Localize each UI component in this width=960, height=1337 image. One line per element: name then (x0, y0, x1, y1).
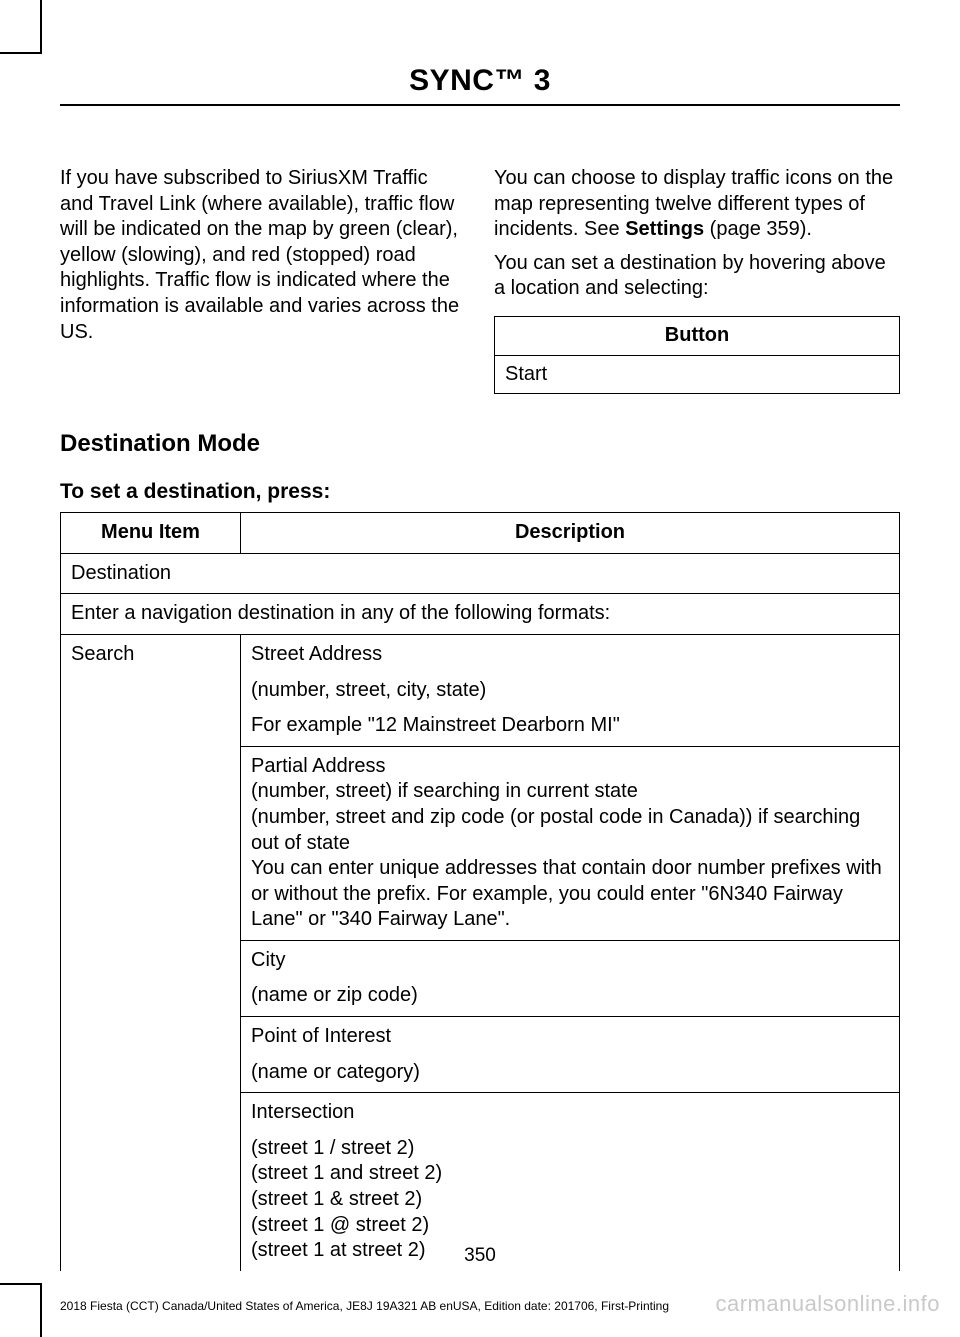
right-p1-bold: Settings (625, 218, 704, 240)
page-content: SYNC™ 3 If you have subscribed to Sirius… (0, 0, 960, 1271)
desc-street-address: Street Address (number, street, city, st… (241, 634, 900, 746)
right-paragraph-2: You can set a destination by hovering ab… (494, 251, 900, 302)
section-subheading: To set a destination, press: (60, 480, 900, 504)
desc-street-1: Street Address (251, 642, 889, 668)
desc-city-2: (name or zip code) (251, 983, 889, 1009)
desc-poi: Point of Interest (name or category) (241, 1017, 900, 1093)
desc-city-1: City (251, 948, 889, 974)
header-rule (60, 104, 900, 106)
left-paragraph: If you have subscribed to SiriusXM Traff… (60, 166, 466, 345)
right-column: You can choose to display traffic icons … (494, 166, 900, 394)
button-table-header: Button (495, 316, 900, 355)
left-column: If you have subscribed to SiriusXM Traff… (60, 166, 466, 394)
desc-partial-address: Partial Address (number, street) if sear… (241, 746, 900, 940)
two-column-body: If you have subscribed to SiriusXM Traff… (60, 166, 900, 394)
row-destination: Destination (61, 553, 900, 594)
page-number: 350 (0, 1245, 960, 1267)
desc-int-1: Intersection (251, 1100, 889, 1126)
th-description: Description (241, 513, 900, 554)
row-enter-format: Enter a navigation destination in any of… (61, 594, 900, 635)
destination-table: Menu Item Description Destination Enter … (60, 512, 900, 1271)
footer-watermark: carmanualsonline.info (715, 1291, 940, 1317)
page-header-title: SYNC™ 3 (60, 64, 900, 98)
right-paragraph-1: You can choose to display traffic icons … (494, 166, 900, 243)
section-heading: Destination Mode (60, 430, 900, 458)
desc-poi-2: (name or category) (251, 1060, 889, 1086)
right-p1-post: (page 359). (704, 218, 812, 240)
row-search-label: Search (61, 634, 241, 1270)
crop-mark-tl (0, 0, 42, 54)
button-table: Button Start (494, 316, 900, 394)
crop-mark-bl (0, 1283, 42, 1337)
th-menu-item: Menu Item (61, 513, 241, 554)
desc-city: City (name or zip code) (241, 940, 900, 1016)
footer-left-text: 2018 Fiesta (CCT) Canada/United States o… (60, 1299, 669, 1313)
desc-street-3: For example "12 Mainstreet Dearborn MI" (251, 713, 889, 739)
button-table-cell: Start (495, 355, 900, 394)
desc-street-2: (number, street, city, state) (251, 678, 889, 704)
desc-poi-1: Point of Interest (251, 1024, 889, 1050)
